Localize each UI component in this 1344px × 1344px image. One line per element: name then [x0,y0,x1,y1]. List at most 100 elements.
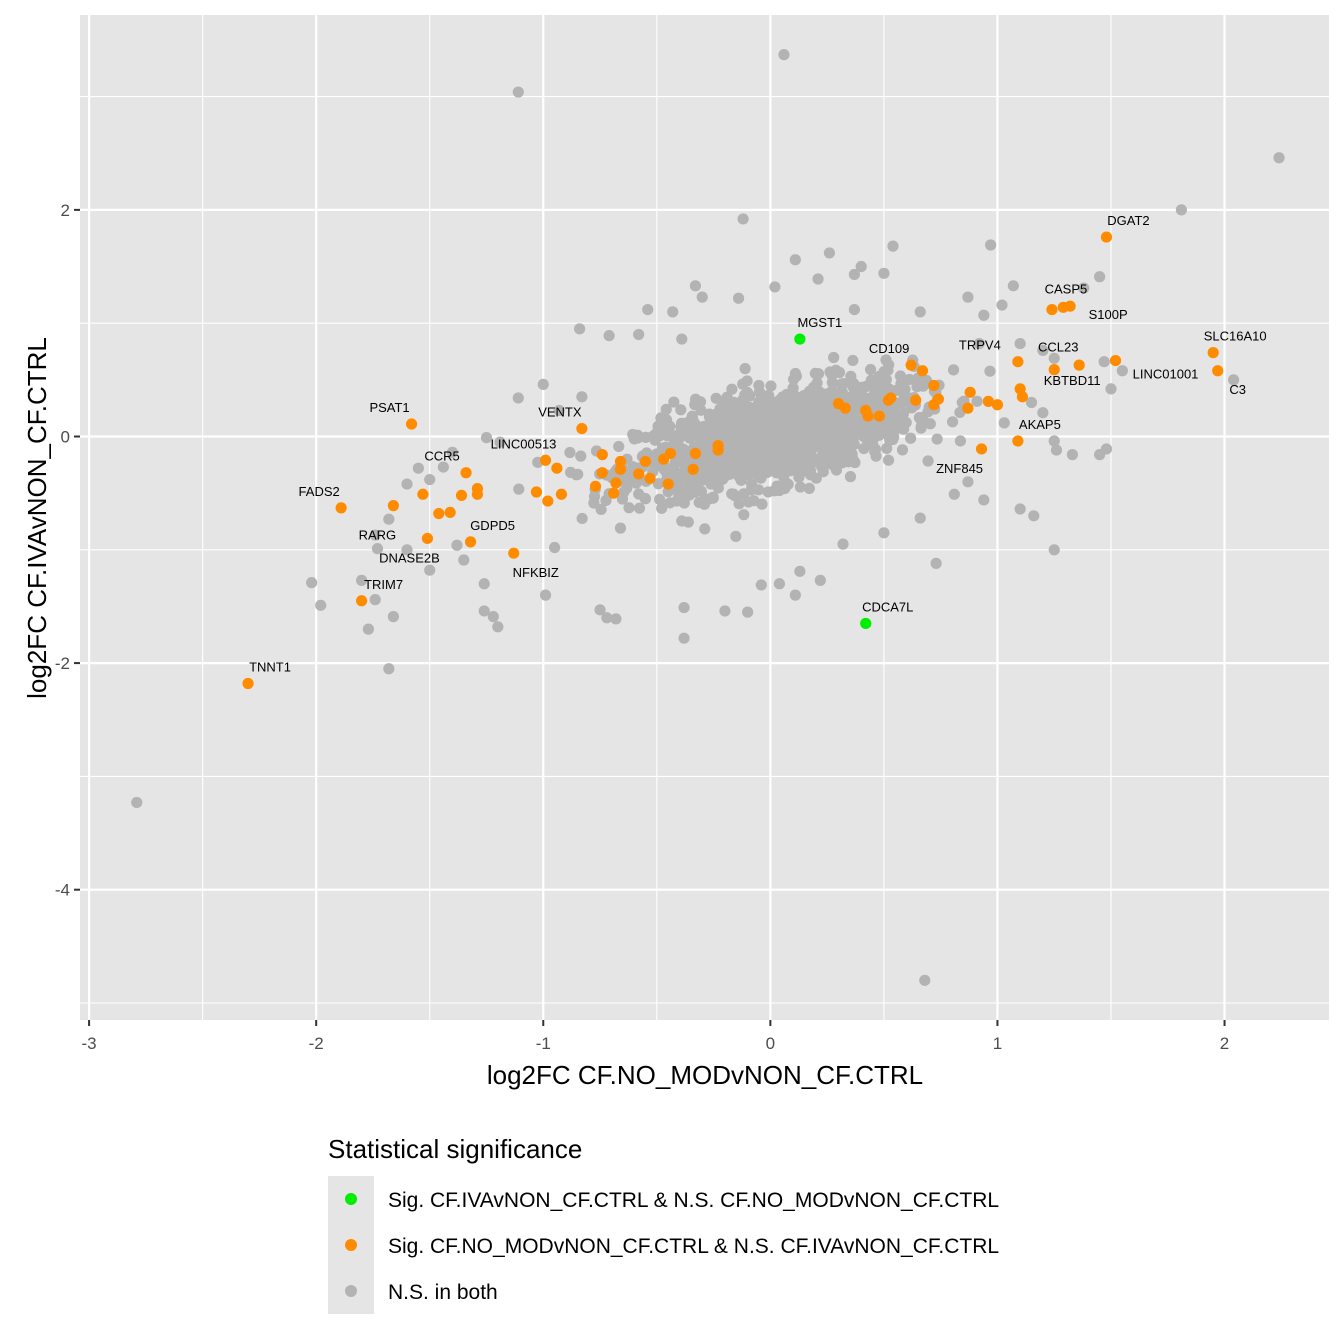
point-ns-both [741,386,753,399]
point-ns-both [633,328,645,341]
point-ns-both [574,323,586,335]
point-ns-both [764,448,776,460]
gene-label: S100P [1089,307,1128,322]
point-ns-both [914,512,926,524]
point-ns-both [641,447,653,459]
point-ns-both [837,538,849,550]
point-ns-both [1037,344,1049,356]
point-ns-both [616,493,629,505]
point-ns-both [807,388,819,400]
point-ns-both [819,454,831,466]
y-tick-label: -4 [55,881,70,900]
point-sig-nomod [355,595,368,607]
point-ns-both [849,394,861,406]
point-ns-both [741,412,753,424]
point-ns-both [601,612,613,624]
gene-label: TRPV4 [959,338,1001,353]
point-ns-both [383,663,395,675]
point-ns-both [744,458,756,471]
point-ns-both [1066,449,1078,461]
point-ns-both [892,420,904,432]
point-ns-both [677,456,689,468]
point-ns-both [700,463,712,475]
point-ns-both [978,494,990,506]
point-ns-both [742,496,755,508]
point-ns-both [494,436,506,448]
gene-label: MGST1 [797,315,842,330]
point-ns-both [613,440,625,453]
point-sig-nomod [589,480,602,492]
point-ns-both [724,468,736,480]
point-ns-both [660,403,672,415]
point-ns-both [537,378,549,390]
point-ns-both [633,502,646,514]
legend-title: Statistical significance [328,1134,582,1164]
point-ns-both [1048,544,1060,556]
point-ns-both [828,351,840,364]
point-ns-both [778,49,790,61]
grid-minor-lines [80,15,1329,1020]
point-ns-both [789,254,801,266]
point-ns-both [1048,352,1060,364]
gene-label: CD109 [869,341,909,356]
point-ns-both [387,611,399,623]
point-sig-nomod [596,449,608,461]
point-ns-both [664,497,676,509]
point-ns-both [803,482,815,494]
point-ns-both [798,459,810,471]
point-ns-both [675,421,687,433]
point-sig-nomod [1073,359,1085,371]
point-sig-nomod [982,395,994,407]
point-sig-nomod [1012,356,1024,368]
point-ns-both [896,444,909,456]
point-ns-both [844,471,857,483]
point-ns-both [847,354,859,367]
point-ns-both [371,543,384,555]
point-ns-both [1025,396,1038,409]
point-sig-nomod [614,463,627,475]
point-ns-both [383,513,395,525]
point-sig-nomod [455,489,468,502]
point-ns-both [633,488,645,500]
x-tick-label: 1 [993,1034,1002,1053]
gene-label: AKAP5 [1019,417,1061,432]
gene-label: CDCA7L [862,599,913,614]
point-ns-both [745,484,757,496]
point-ns-both [753,402,765,415]
point-sig-nomod [860,404,872,417]
point-sig-nomod [928,399,940,411]
point-ns-both [954,435,967,447]
x-axis-title: log2FC CF.NO_MODvNON_CF.CTRL [487,1060,923,1090]
point-ns-both [539,589,552,601]
point-sig-nomod [916,365,929,377]
point-sig-nomod [905,359,917,371]
point-sig-nomod [444,506,456,519]
point-ns-both [513,483,525,495]
point-ns-both [678,601,690,614]
point-ns-both [678,483,690,495]
point-sig-nomod [873,410,885,422]
point-sig-nomod [464,536,477,548]
point-ns-both [595,503,607,516]
point-ns-both [549,541,561,554]
point-ns-both [1050,444,1063,456]
point-ns-both [947,364,960,376]
gene-label: VENTX [538,405,582,420]
point-sig-iva [860,617,872,630]
point-ns-both [846,376,858,388]
point-ns-both [1228,374,1240,386]
point-ns-both [807,412,819,424]
point-ns-both [778,462,790,474]
point-ns-both [576,512,588,525]
gene-label: PSAT1 [369,400,409,415]
point-ns-both [755,468,767,480]
point-ns-both [978,309,990,321]
point-sig-nomod [1100,231,1113,243]
x-tick-label: 2 [1220,1034,1229,1053]
point-sig-nomod [335,502,347,514]
point-ns-both [739,363,751,375]
point-ns-both [1273,152,1285,164]
point-sig-nomod [460,467,472,479]
point-ns-both [878,267,890,279]
point-sig-nomod [530,486,543,498]
